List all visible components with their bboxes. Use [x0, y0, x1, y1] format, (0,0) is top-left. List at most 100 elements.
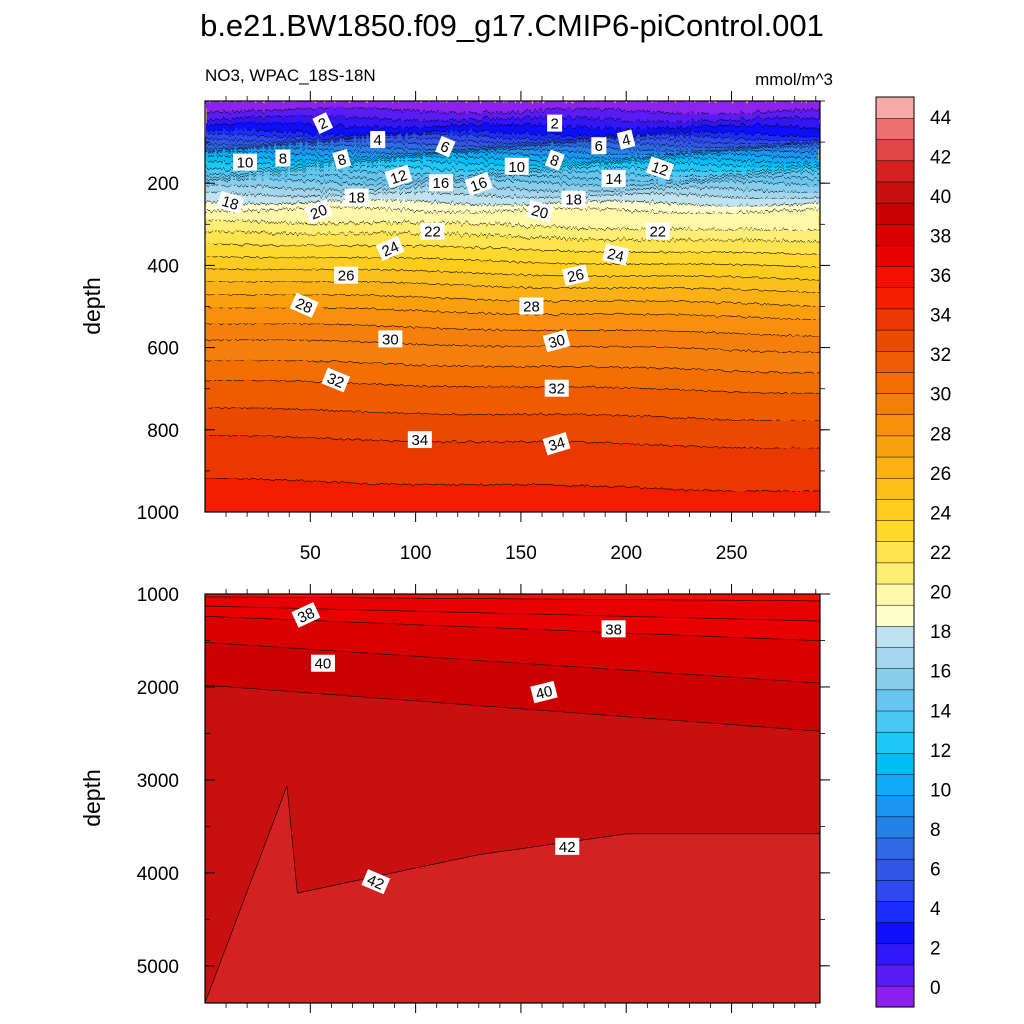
colorbar-swatch	[875, 773, 915, 796]
ytick-label: 1000	[137, 585, 179, 606]
colorbar-swatch	[875, 350, 915, 373]
isoline-label-box	[464, 171, 493, 197]
isoline-label: 38	[291, 602, 321, 628]
isoline-label: 16	[464, 171, 493, 197]
isoline-label-text: 16	[468, 174, 489, 196]
isoline-label-box	[616, 129, 636, 150]
top-axes: 200 400 600 800 1000 50 100 150 200 250	[137, 91, 830, 564]
colorbar-swatch	[875, 266, 915, 289]
isoline-label-box	[561, 190, 586, 208]
isoline-label: 24	[602, 243, 630, 266]
ytick-label: 3000	[137, 771, 179, 792]
isoline-label-text: 40	[315, 656, 332, 673]
isoline-label-box	[233, 153, 258, 171]
top-isoline-34	[205, 434, 820, 449]
colorbar-swatch	[875, 900, 915, 923]
isoline-label-box	[312, 112, 334, 135]
top-isoline-23	[205, 243, 820, 256]
isoline-label: 4	[616, 129, 636, 150]
colorbar-swatch	[875, 287, 915, 310]
bottom-ylabel: depth	[79, 769, 105, 827]
colorbar-label: 26	[930, 464, 951, 485]
top-isoline-19	[205, 199, 820, 207]
isoline-label: 42	[361, 869, 391, 895]
top-band-0	[205, 101, 820, 115]
colorbar-label: 2	[930, 939, 941, 960]
isoline-label-text: 24	[606, 245, 626, 265]
isoline-label: 22	[645, 222, 670, 241]
isoline-label-box	[645, 156, 675, 181]
isoline-label-box	[555, 837, 580, 855]
isoline-label-box	[361, 869, 391, 895]
bottom-isoline-40	[205, 684, 820, 732]
isoline-label: 12	[384, 164, 413, 189]
isoline-label: 30	[378, 330, 403, 348]
top-isoline-25	[205, 268, 820, 281]
top-isoline-26	[205, 280, 820, 294]
isoline-label-text: 38	[605, 621, 622, 638]
colorbar-swatch	[875, 160, 915, 183]
isoline-label: 38	[601, 620, 626, 638]
isoline-label-text: 2	[550, 116, 558, 133]
isoline-label-box	[645, 222, 670, 240]
colorbar-swatch	[875, 562, 915, 585]
top-isoline-22	[205, 230, 820, 243]
top-isoline-1	[205, 107, 820, 115]
top-isoline-18	[205, 191, 820, 200]
isoline-label: 24	[375, 235, 405, 262]
colorbar-label: 44	[930, 108, 952, 129]
isoline-label-box	[526, 200, 554, 223]
top-isoline-21	[205, 219, 820, 232]
isoline-label-box	[428, 174, 453, 192]
colorbar-label: 18	[930, 622, 951, 643]
isoline-label: 26	[334, 266, 359, 285]
top-isoline-30	[205, 339, 820, 354]
colorbar-swatch	[875, 625, 915, 648]
isoline-label-box	[435, 135, 456, 158]
colorbar-label: 20	[930, 583, 951, 604]
bottom-panel: 38 38 40 40 42 42 1000 2000 3000 4000 5000 depth	[79, 584, 830, 1013]
colorbar-swatch	[875, 244, 915, 267]
isoline-label-text: 8	[279, 151, 287, 168]
isoline-label-text: 42	[559, 839, 576, 856]
isoline-label: 6	[591, 137, 607, 155]
xtick-label: 250	[716, 543, 748, 564]
isoline-label-box	[384, 164, 413, 189]
isoline-label-text: 28	[523, 299, 540, 316]
figure-title: b.e21.BW1850.f09_g17.CMIP6-piControl.001	[200, 8, 824, 43]
colorbar-swatch	[875, 604, 915, 627]
isoline-label-box	[344, 188, 369, 206]
colorbar-swatch	[875, 646, 915, 669]
isoline-label: 30	[542, 329, 571, 353]
isoline-label: 8	[544, 149, 565, 171]
isoline-label-box	[542, 432, 571, 456]
isoline-label-box	[542, 329, 571, 353]
isoline-label: 18	[216, 190, 245, 215]
xtick-label: 100	[400, 543, 432, 564]
colorbar-label: 32	[930, 345, 951, 366]
top-isoline-3	[205, 122, 820, 130]
isoline-label: 8	[275, 149, 291, 168]
colorbar-swatch	[875, 816, 915, 839]
isoline-label: 20	[526, 200, 554, 223]
colorbar-label: 40	[930, 187, 951, 208]
colorbar-label: 34	[930, 306, 952, 327]
bottom-plot-frame	[204, 593, 821, 1004]
isoline-label: 12	[645, 156, 675, 181]
isoline-label: 34	[542, 432, 571, 456]
isoline-label-text: 10	[237, 155, 254, 172]
isoline-label: 18	[561, 190, 586, 209]
top-isoline-33	[205, 407, 820, 422]
isoline-label-text: 18	[220, 193, 241, 214]
bottom-isoline-labels: 38 38 40 40 42 42	[291, 602, 626, 895]
isoline-label-text: 12	[388, 167, 409, 188]
colorbar-label: 4	[930, 899, 941, 920]
isoline-label-text: 22	[649, 224, 666, 241]
colorbar-label: 6	[930, 860, 941, 881]
colorbar-swatch	[875, 985, 915, 1008]
colorbar-label: 36	[930, 266, 951, 287]
colorbar-swatch	[875, 393, 915, 415]
colorbar-swatch	[875, 583, 915, 606]
